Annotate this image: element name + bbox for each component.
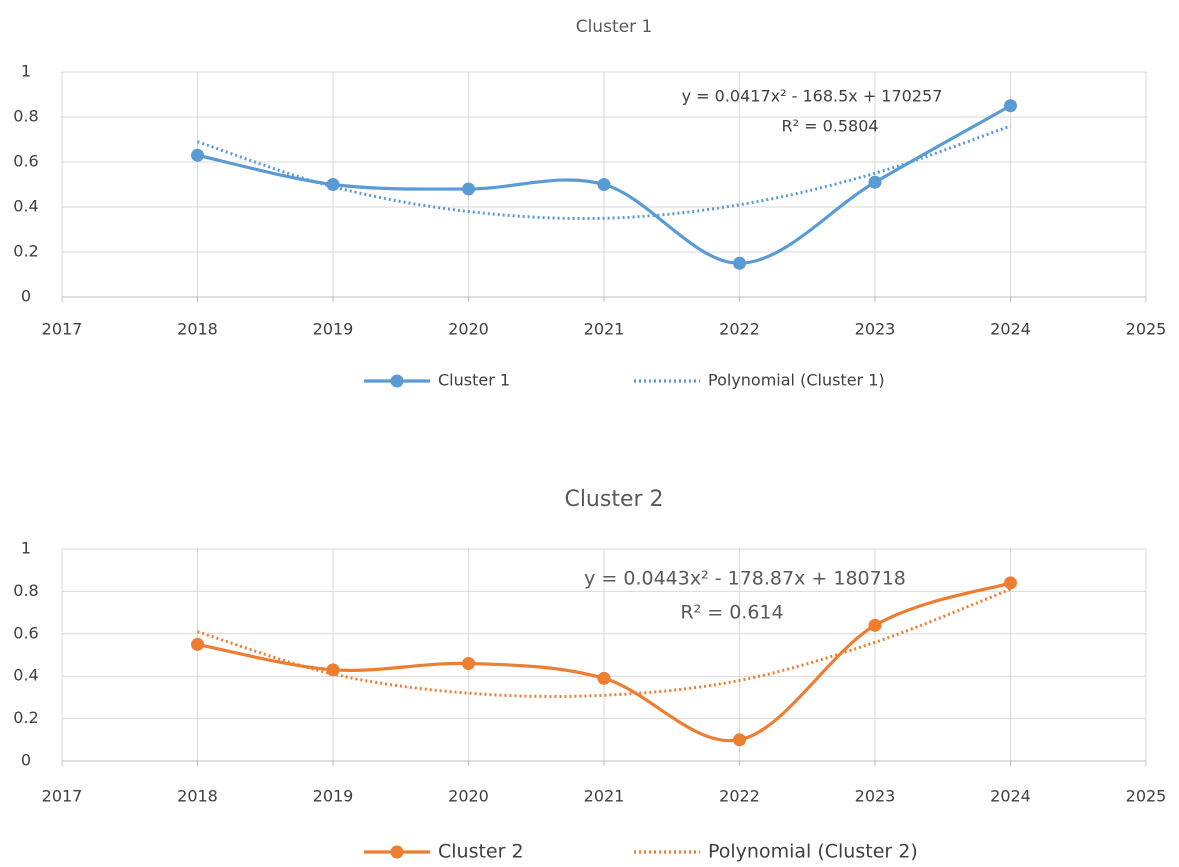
x-tick-label: 2024	[990, 787, 1031, 806]
marker	[868, 175, 882, 189]
annotation: R² = 0.5804	[781, 117, 878, 136]
x-tick-label: 2025	[1126, 787, 1167, 806]
y-tick-label: 1	[21, 62, 31, 81]
marker	[191, 637, 204, 651]
x-tick-label: 2022	[719, 787, 760, 806]
x-tick-label: 2017	[42, 320, 83, 339]
marker	[326, 178, 340, 191]
y-tick-label: 0.6	[13, 623, 38, 642]
legend-marker	[390, 374, 404, 388]
chart-title: Cluster 2	[564, 487, 663, 512]
x-tick-label: 2025	[1126, 320, 1167, 339]
annotation: R² = 0.614	[680, 602, 783, 624]
marker	[733, 256, 746, 270]
x-tick-label: 2019	[313, 787, 354, 806]
y-tick-label: 0.2	[13, 708, 38, 727]
x-tick-label: 2022	[719, 320, 760, 339]
x-tick-label: 2021	[584, 320, 625, 339]
chart-title: Cluster 1	[576, 17, 653, 37]
y-tick-label: 0.4	[13, 666, 38, 685]
x-tick-label: 2019	[313, 320, 354, 339]
marker	[868, 618, 882, 632]
marker	[462, 182, 475, 196]
marker	[1004, 576, 1017, 590]
legend-label: Cluster 2	[438, 841, 524, 863]
y-tick-label: 0.4	[13, 197, 38, 216]
marker	[1004, 99, 1017, 113]
legend-label: Cluster 1	[438, 371, 510, 390]
x-tick-label: 2017	[42, 787, 83, 806]
annotation: y = 0.0443x² - 178.87x + 180718	[584, 568, 906, 590]
legend-label: Polynomial (Cluster 1)	[708, 371, 885, 390]
y-tick-label: 0.8	[13, 581, 38, 600]
x-tick-label: 2024	[990, 320, 1031, 339]
x-tick-label: 2020	[448, 320, 489, 339]
marker	[597, 671, 611, 685]
series-line	[197, 124, 1011, 221]
marker	[191, 148, 204, 162]
y-tick-label: 0	[21, 287, 31, 306]
x-tick-label: 2018	[177, 320, 218, 339]
marker	[326, 663, 340, 677]
y-tick-label: 0.8	[13, 107, 38, 126]
annotation: y = 0.0417x² - 168.5x + 170257	[682, 87, 943, 106]
x-tick-label: 2023	[855, 787, 896, 806]
legend-marker	[390, 845, 404, 859]
y-tick-label: 0	[21, 751, 31, 770]
x-tick-label: 2021	[584, 787, 625, 806]
y-tick-label: 0.2	[13, 242, 38, 261]
y-tick-label: 1	[21, 539, 31, 558]
x-tick-label: 2020	[448, 787, 489, 806]
x-tick-label: 2018	[177, 787, 218, 806]
legend-label: Polynomial (Cluster 2)	[708, 841, 918, 863]
y-tick-label: 0.6	[13, 152, 38, 171]
marker	[462, 656, 475, 670]
x-tick-label: 2023	[855, 320, 896, 339]
marker	[597, 178, 611, 191]
marker	[733, 733, 746, 747]
